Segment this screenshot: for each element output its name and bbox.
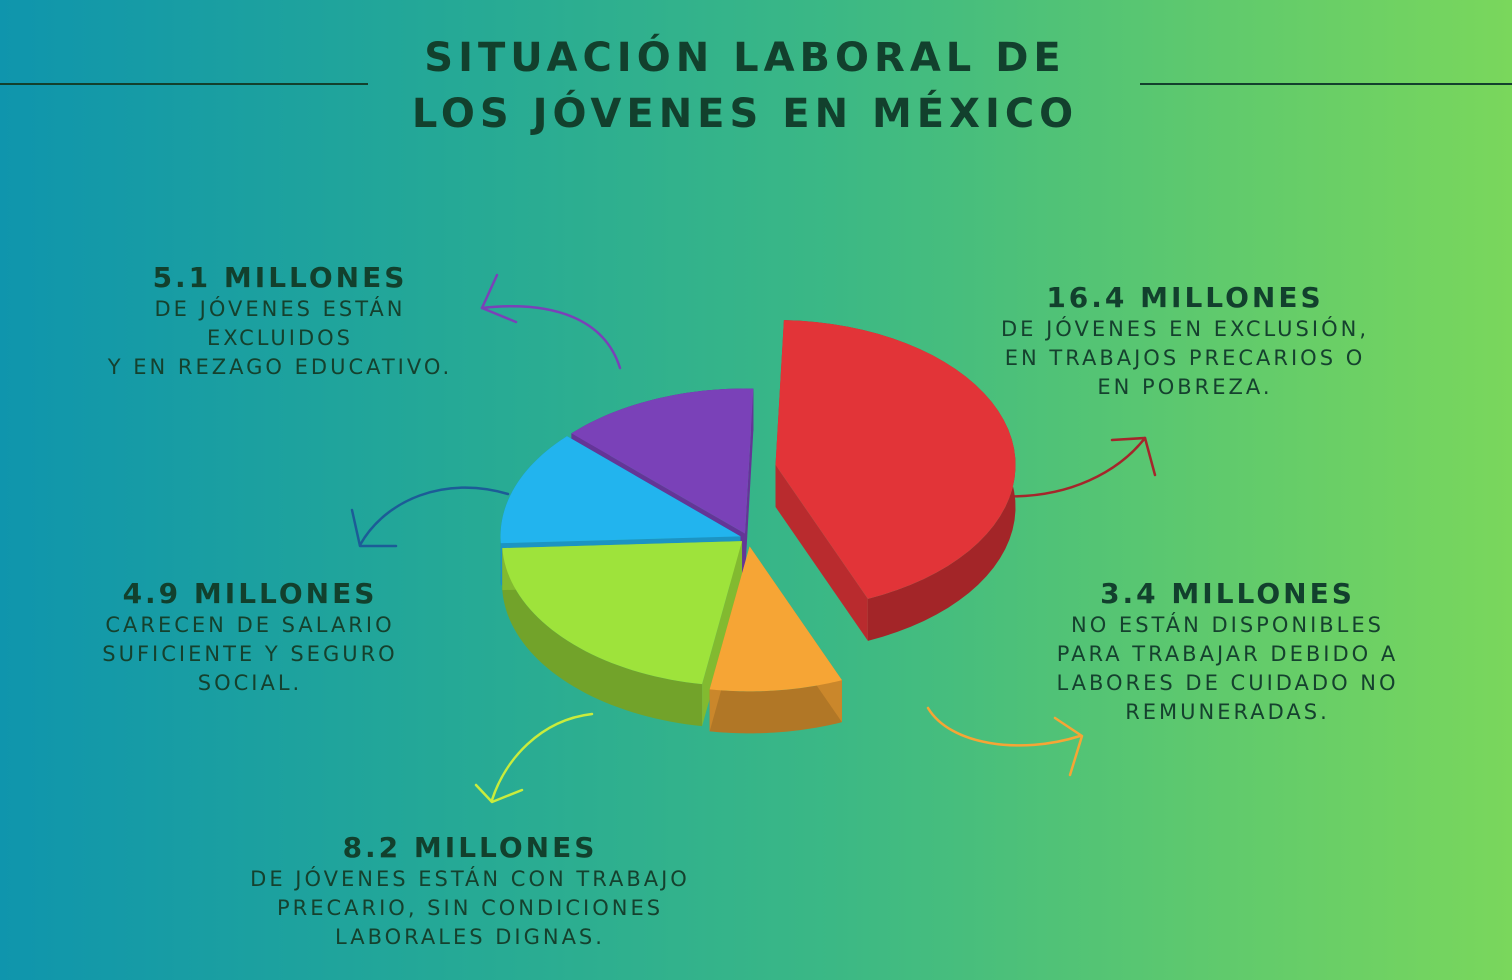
title-line-2: LOS JÓVENES EN MÉXICO — [411, 91, 1079, 137]
slice-side — [709, 680, 842, 734]
slice-cut — [775, 464, 868, 641]
label-3-4: 3.4 MILLONES NO ESTÁN DISPONIBLES PARA T… — [1010, 577, 1445, 727]
value-label: 16.4 MILLONES — [1046, 281, 1324, 314]
description: DE JÓVENES ESTÁN EXCLUIDOS Y EN REZAGO E… — [107, 297, 453, 379]
arrow-2 — [490, 712, 594, 802]
pie-slice-8-2 — [502, 541, 743, 727]
label-4-9: 4.9 MILLONES CARECEN DE SALARIO SUFICIEN… — [60, 577, 440, 698]
label-8-2: 8.2 MILLONES DE JÓVENES ESTÁN CON TRABAJ… — [205, 831, 735, 952]
slice-cut — [744, 388, 754, 576]
description: NO ESTÁN DISPONIBLES PARA TRABAJAR DEBID… — [1056, 613, 1399, 724]
slice-cut — [702, 541, 743, 727]
arrowhead-1 — [1053, 716, 1084, 777]
title-rule-left — [0, 83, 368, 85]
label-5-1: 5.1 MILLONES DE JÓVENES ESTÁN EXCLUIDOS … — [60, 261, 500, 382]
slice-top — [709, 546, 842, 692]
arrowhead-4 — [480, 273, 518, 324]
description: DE JÓVENES ESTÁN CON TRABAJO PRECARIO, S… — [250, 867, 690, 949]
value-label: 5.1 MILLONES — [152, 261, 408, 294]
arrow-3 — [358, 486, 510, 547]
arrowhead-0 — [1110, 436, 1157, 477]
slice-top — [502, 541, 743, 685]
value-label: 4.9 MILLONES — [122, 577, 378, 610]
pie-slice-3-4 — [709, 546, 842, 734]
slice-top — [775, 320, 1016, 599]
arrowhead-3 — [350, 508, 398, 548]
label-16-4: 16.4 MILLONES DE JÓVENES EN EXCLUSIÓN, E… — [960, 281, 1410, 402]
arrowhead-2 — [474, 783, 524, 804]
pie-slice-16-4 — [775, 320, 1016, 641]
slice-side — [502, 548, 703, 727]
arrow-0 — [996, 436, 1147, 498]
value-label: 3.4 MILLONES — [1100, 577, 1355, 610]
arrow-1 — [926, 706, 1082, 747]
title-line-1: SITUACIÓN LABORAL DE — [424, 35, 1066, 81]
value-label: 8.2 MILLONES — [342, 831, 598, 864]
arrow-4 — [480, 305, 622, 370]
title-rule-right — [1140, 83, 1512, 85]
chart-title: SITUACIÓN LABORAL DE LOS JÓVENES EN MÉXI… — [300, 30, 1190, 142]
description: DE JÓVENES EN EXCLUSIÓN, EN TRABAJOS PRE… — [1001, 317, 1369, 399]
slice-top — [500, 436, 741, 544]
slice-top — [571, 388, 754, 534]
description: CARECEN DE SALARIO SUFICIENTE Y SEGURO S… — [102, 613, 398, 695]
